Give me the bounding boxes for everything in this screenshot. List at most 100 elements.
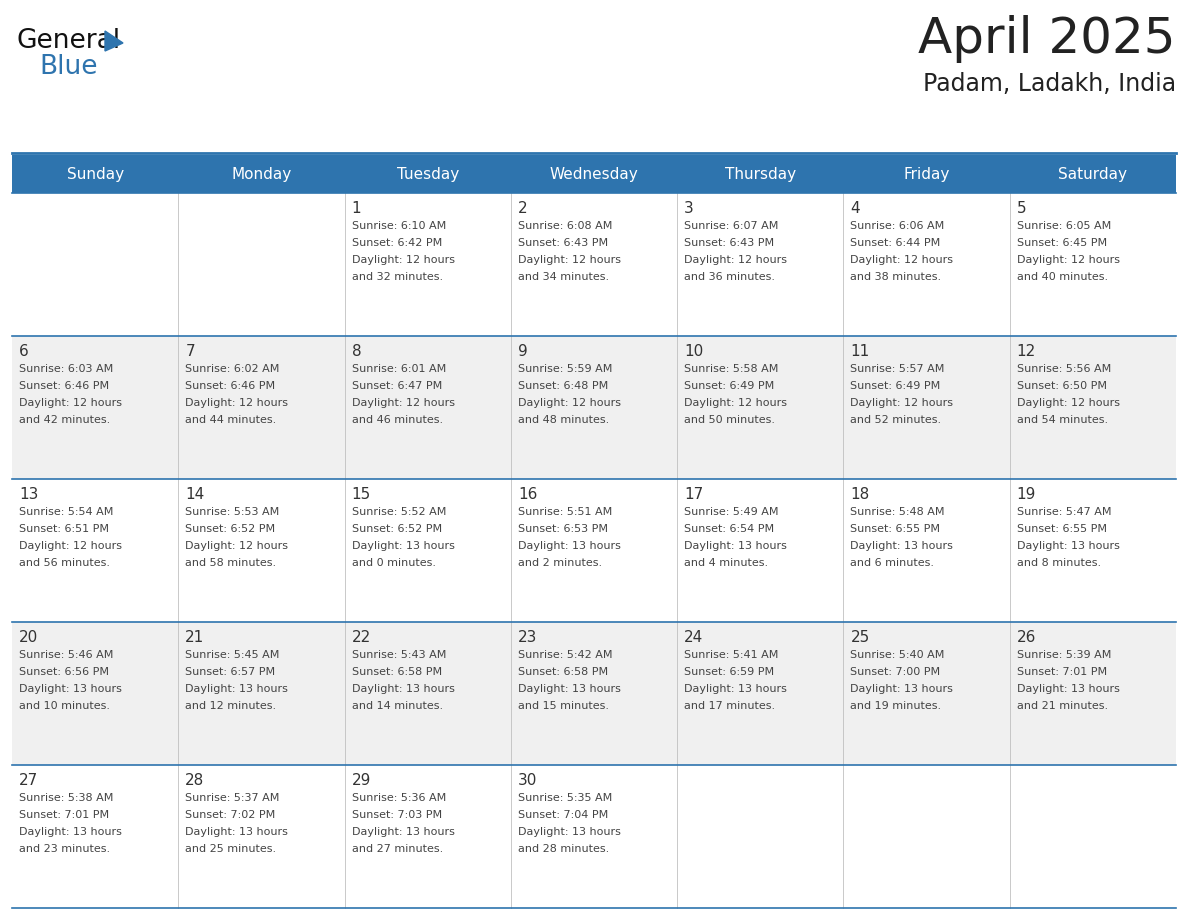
- Text: and 8 minutes.: and 8 minutes.: [1017, 558, 1101, 568]
- Text: and 0 minutes.: and 0 minutes.: [352, 558, 436, 568]
- Text: Daylight: 12 hours: Daylight: 12 hours: [1017, 398, 1120, 408]
- Text: and 23 minutes.: and 23 minutes.: [19, 844, 110, 854]
- Bar: [12, 622, 1176, 765]
- Text: Sunrise: 5:56 AM: Sunrise: 5:56 AM: [1017, 364, 1111, 374]
- Text: 19: 19: [1017, 487, 1036, 502]
- Text: Sunset: 6:46 PM: Sunset: 6:46 PM: [19, 381, 109, 391]
- Text: Sunrise: 5:40 AM: Sunrise: 5:40 AM: [851, 650, 944, 660]
- Text: Daylight: 12 hours: Daylight: 12 hours: [851, 255, 954, 265]
- Text: Sunset: 6:48 PM: Sunset: 6:48 PM: [518, 381, 608, 391]
- Text: Sunset: 6:55 PM: Sunset: 6:55 PM: [851, 524, 941, 534]
- Text: Sunrise: 5:53 AM: Sunrise: 5:53 AM: [185, 507, 279, 517]
- Bar: [12, 193, 1176, 336]
- Text: Monday: Monday: [232, 166, 291, 182]
- Text: Sunset: 6:51 PM: Sunset: 6:51 PM: [19, 524, 109, 534]
- Text: Sunset: 7:03 PM: Sunset: 7:03 PM: [352, 810, 442, 820]
- Text: Sunrise: 5:36 AM: Sunrise: 5:36 AM: [352, 793, 446, 803]
- Text: 11: 11: [851, 344, 870, 359]
- Text: 20: 20: [19, 630, 38, 645]
- Text: 7: 7: [185, 344, 195, 359]
- Text: Daylight: 12 hours: Daylight: 12 hours: [19, 398, 122, 408]
- Text: Sunrise: 5:54 AM: Sunrise: 5:54 AM: [19, 507, 113, 517]
- Text: Sunset: 6:59 PM: Sunset: 6:59 PM: [684, 667, 775, 677]
- Text: Daylight: 13 hours: Daylight: 13 hours: [851, 684, 953, 694]
- Text: Sunset: 7:00 PM: Sunset: 7:00 PM: [851, 667, 941, 677]
- Text: 13: 13: [19, 487, 38, 502]
- Text: Daylight: 12 hours: Daylight: 12 hours: [19, 541, 122, 551]
- Text: Sunset: 6:42 PM: Sunset: 6:42 PM: [352, 238, 442, 248]
- Text: and 15 minutes.: and 15 minutes.: [518, 701, 609, 711]
- Text: and 44 minutes.: and 44 minutes.: [185, 415, 277, 425]
- Text: 1: 1: [352, 201, 361, 216]
- Text: Sunrise: 5:35 AM: Sunrise: 5:35 AM: [518, 793, 612, 803]
- Bar: [12, 479, 1176, 622]
- Text: 14: 14: [185, 487, 204, 502]
- Text: Sunset: 6:58 PM: Sunset: 6:58 PM: [518, 667, 608, 677]
- Text: and 46 minutes.: and 46 minutes.: [352, 415, 443, 425]
- Text: 26: 26: [1017, 630, 1036, 645]
- Text: and 28 minutes.: and 28 minutes.: [518, 844, 609, 854]
- Text: Sunset: 7:02 PM: Sunset: 7:02 PM: [185, 810, 276, 820]
- Text: Sunset: 6:49 PM: Sunset: 6:49 PM: [851, 381, 941, 391]
- Text: 6: 6: [19, 344, 29, 359]
- Text: and 54 minutes.: and 54 minutes.: [1017, 415, 1108, 425]
- Text: Daylight: 12 hours: Daylight: 12 hours: [352, 398, 455, 408]
- Text: General: General: [17, 28, 121, 54]
- Text: Daylight: 13 hours: Daylight: 13 hours: [185, 684, 289, 694]
- Text: Sunrise: 6:03 AM: Sunrise: 6:03 AM: [19, 364, 113, 374]
- Text: and 36 minutes.: and 36 minutes.: [684, 272, 775, 282]
- Text: Daylight: 12 hours: Daylight: 12 hours: [185, 398, 289, 408]
- Text: Daylight: 12 hours: Daylight: 12 hours: [352, 255, 455, 265]
- Text: Sunrise: 5:42 AM: Sunrise: 5:42 AM: [518, 650, 612, 660]
- Text: and 25 minutes.: and 25 minutes.: [185, 844, 277, 854]
- Text: 12: 12: [1017, 344, 1036, 359]
- Text: 10: 10: [684, 344, 703, 359]
- Text: Daylight: 12 hours: Daylight: 12 hours: [684, 255, 788, 265]
- Text: 18: 18: [851, 487, 870, 502]
- Text: Daylight: 13 hours: Daylight: 13 hours: [1017, 684, 1119, 694]
- Text: Daylight: 13 hours: Daylight: 13 hours: [352, 684, 455, 694]
- Text: Sunset: 6:49 PM: Sunset: 6:49 PM: [684, 381, 775, 391]
- Text: Sunset: 6:56 PM: Sunset: 6:56 PM: [19, 667, 109, 677]
- Text: Sunset: 6:43 PM: Sunset: 6:43 PM: [684, 238, 775, 248]
- Text: Daylight: 13 hours: Daylight: 13 hours: [518, 541, 621, 551]
- Text: 5: 5: [1017, 201, 1026, 216]
- Text: and 21 minutes.: and 21 minutes.: [1017, 701, 1108, 711]
- Text: and 6 minutes.: and 6 minutes.: [851, 558, 935, 568]
- Text: Daylight: 12 hours: Daylight: 12 hours: [185, 541, 289, 551]
- Text: Sunset: 6:57 PM: Sunset: 6:57 PM: [185, 667, 276, 677]
- Text: Sunset: 6:53 PM: Sunset: 6:53 PM: [518, 524, 608, 534]
- Text: Sunrise: 5:59 AM: Sunrise: 5:59 AM: [518, 364, 612, 374]
- Text: Sunset: 6:54 PM: Sunset: 6:54 PM: [684, 524, 775, 534]
- Text: Sunset: 6:43 PM: Sunset: 6:43 PM: [518, 238, 608, 248]
- Text: April 2025: April 2025: [918, 15, 1176, 63]
- Text: Sunrise: 6:06 AM: Sunrise: 6:06 AM: [851, 221, 944, 231]
- Text: Daylight: 12 hours: Daylight: 12 hours: [684, 398, 788, 408]
- Text: Sunrise: 5:39 AM: Sunrise: 5:39 AM: [1017, 650, 1111, 660]
- Text: and 17 minutes.: and 17 minutes.: [684, 701, 776, 711]
- Text: and 19 minutes.: and 19 minutes.: [851, 701, 942, 711]
- Bar: [12, 336, 1176, 479]
- Text: Sunset: 7:01 PM: Sunset: 7:01 PM: [19, 810, 109, 820]
- Text: Sunset: 6:44 PM: Sunset: 6:44 PM: [851, 238, 941, 248]
- Text: and 42 minutes.: and 42 minutes.: [19, 415, 110, 425]
- Text: Saturday: Saturday: [1059, 166, 1127, 182]
- Text: Sunrise: 5:49 AM: Sunrise: 5:49 AM: [684, 507, 778, 517]
- Text: and 34 minutes.: and 34 minutes.: [518, 272, 609, 282]
- Text: Tuesday: Tuesday: [397, 166, 459, 182]
- Text: Sunset: 6:46 PM: Sunset: 6:46 PM: [185, 381, 276, 391]
- Text: Sunrise: 6:10 AM: Sunrise: 6:10 AM: [352, 221, 446, 231]
- Text: Daylight: 13 hours: Daylight: 13 hours: [19, 827, 122, 837]
- Text: Daylight: 13 hours: Daylight: 13 hours: [352, 541, 455, 551]
- Text: Sunrise: 5:41 AM: Sunrise: 5:41 AM: [684, 650, 778, 660]
- Text: and 12 minutes.: and 12 minutes.: [185, 701, 277, 711]
- Text: Sunrise: 5:58 AM: Sunrise: 5:58 AM: [684, 364, 778, 374]
- Text: and 38 minutes.: and 38 minutes.: [851, 272, 942, 282]
- Text: Sunrise: 5:38 AM: Sunrise: 5:38 AM: [19, 793, 113, 803]
- Text: Sunset: 6:45 PM: Sunset: 6:45 PM: [1017, 238, 1107, 248]
- Text: 24: 24: [684, 630, 703, 645]
- Text: and 56 minutes.: and 56 minutes.: [19, 558, 110, 568]
- Text: Daylight: 13 hours: Daylight: 13 hours: [19, 684, 122, 694]
- Text: 21: 21: [185, 630, 204, 645]
- Text: Sunset: 6:50 PM: Sunset: 6:50 PM: [1017, 381, 1107, 391]
